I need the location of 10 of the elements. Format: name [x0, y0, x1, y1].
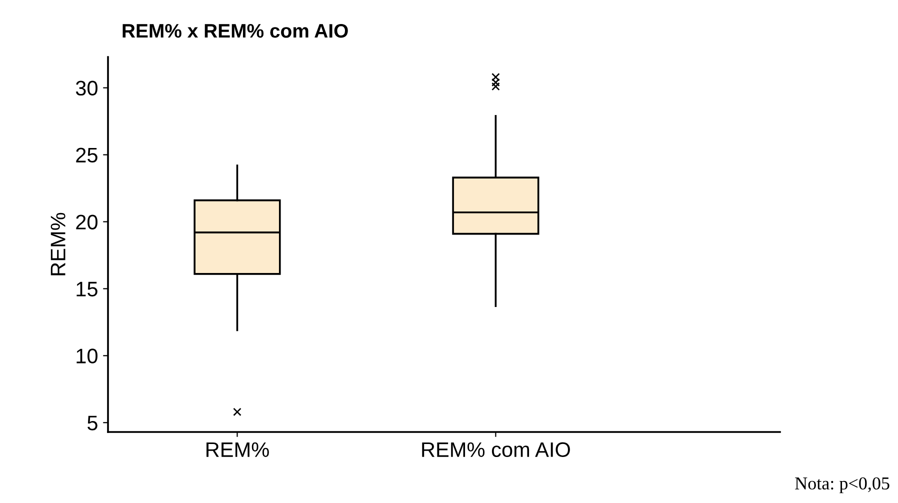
chart-title: REM% x REM% com AIO [122, 24, 348, 38]
y-tick-label: 30 [76, 80, 98, 96]
y-tick-label: 25 [76, 148, 98, 163]
y-tick-label: 20 [76, 214, 98, 230]
y-axis-title: REM% [50, 212, 66, 276]
y-tick-label: 5 [88, 416, 98, 430]
x-tick-label: REM% com AIO [422, 442, 570, 458]
y-tick-label: 10 [76, 348, 98, 364]
text: Nota: p<0,05 [795, 477, 890, 494]
y-tick-label: 15 [76, 282, 98, 296]
